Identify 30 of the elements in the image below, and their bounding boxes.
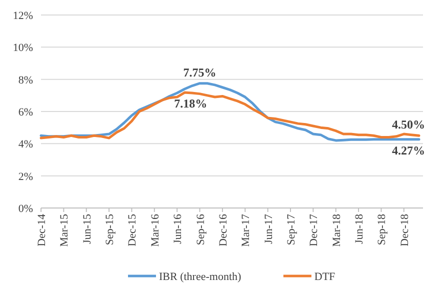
data-label: 4.27% — [392, 143, 425, 158]
y-tick-label: 10% — [12, 42, 33, 54]
x-tick-label: Mar-16 — [149, 214, 162, 247]
x-tick-label: Mar-17 — [240, 214, 252, 247]
x-tick-label: Dec-18 — [398, 214, 411, 246]
x-tick-label: Jun-17 — [262, 214, 275, 244]
data-label: 4.50% — [392, 118, 425, 132]
y-tick-label: 4% — [18, 138, 33, 151]
x-tick-label: Sep-16 — [194, 214, 207, 246]
x-tick-label: Jun-16 — [172, 214, 184, 244]
x-tick-label: Mar-15 — [58, 214, 71, 247]
y-tick-label: 8% — [18, 74, 33, 86]
x-tick-label: Sep-15 — [104, 214, 116, 246]
x-tick-label: Sep-17 — [285, 214, 298, 246]
y-tick-label: 2% — [18, 170, 33, 183]
x-tick-label: Jun-15 — [81, 214, 94, 244]
x-tick-label: Dec-14 — [36, 214, 48, 246]
data-label: 7.18% — [174, 96, 208, 111]
x-tick-label: Dec-16 — [217, 214, 230, 246]
y-tick-label: 12% — [12, 10, 33, 22]
y-tick-label: 0% — [18, 203, 33, 215]
legend-label: DTF — [314, 271, 336, 283]
x-tick-label: Sep-18 — [376, 214, 388, 246]
data-label: 7.75% — [183, 65, 216, 80]
x-tick-label: Mar-18 — [330, 214, 343, 247]
x-tick-label: Dec-17 — [308, 214, 320, 246]
x-tick-label: Dec-15 — [126, 214, 139, 246]
legend-label: IBR (three-month) — [159, 271, 242, 283]
x-tick-label: Jun-18 — [354, 214, 366, 244]
y-tick-label: 6% — [18, 106, 33, 118]
